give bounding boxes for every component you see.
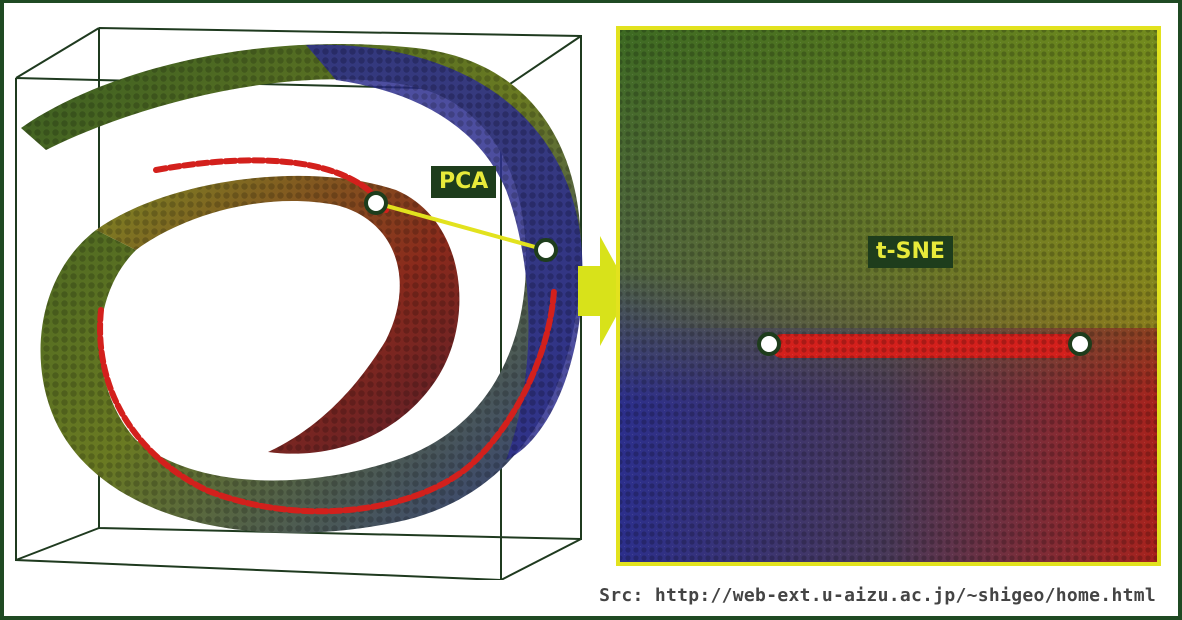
source-credit: Src: http://web-ext.u-aizu.ac.jp/~shigeo…: [599, 585, 1156, 606]
tsne-endpoint-b: [1068, 332, 1092, 356]
tsne-embedding-view: [616, 26, 1161, 566]
tsne-label: t-SNE: [868, 236, 953, 268]
swiss-roll-surface: [21, 43, 583, 534]
tsne-endpoint-a: [757, 332, 781, 356]
pca-connector-line: [375, 201, 547, 252]
swiss-roll-3d-view: [15, 27, 583, 580]
pca-endpoint-a: [364, 191, 388, 215]
transform-arrow: [578, 236, 630, 346]
pca-label: PCA: [431, 166, 497, 198]
pca-endpoint-b: [534, 238, 558, 262]
